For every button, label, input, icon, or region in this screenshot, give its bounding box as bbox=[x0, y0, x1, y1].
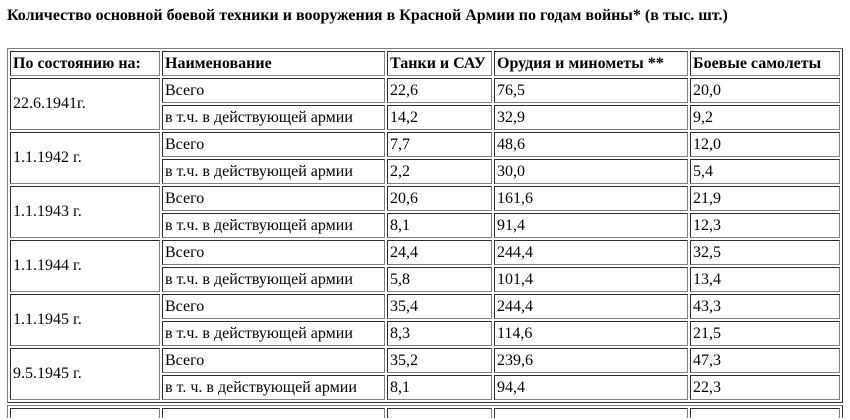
tanks-value-cell: 8,1 bbox=[387, 213, 492, 238]
date-cell: 9.5.1945 г. bbox=[10, 348, 160, 400]
page-title: Количество основной боевой техники и воо… bbox=[7, 7, 728, 24]
guns-value-cell: 114,6 bbox=[494, 321, 688, 346]
date-cell: 1.1.1942 г. bbox=[10, 132, 160, 184]
aircraft-value-cell: 32,5 bbox=[690, 240, 840, 265]
row-label-cell: Всего bbox=[162, 78, 385, 103]
header-cell-tanks: Танки и САУ bbox=[387, 51, 492, 76]
table-row: в т.ч. в действующей армии 8,3 114,6 21,… bbox=[10, 321, 840, 346]
aircraft-value-cell: 9,2 bbox=[690, 105, 840, 130]
tanks-value-cell: 22,6 bbox=[387, 78, 492, 103]
table-row: в т.ч. в действующей армии 8,1 91,4 12,3 bbox=[10, 213, 840, 238]
tanks-value-cell: 20,6 bbox=[387, 186, 492, 211]
guns-value-cell: 76,5 bbox=[494, 78, 688, 103]
date-cell: 1.1.1944 г. bbox=[10, 240, 160, 292]
guns-value-cell: 244,4 bbox=[494, 240, 688, 265]
tanks-value-cell: 2,2 bbox=[387, 159, 492, 184]
table-row: 1.1.1943 г. Всего 20,6 161,6 21,9 bbox=[10, 186, 840, 238]
aircraft-value-cell: 13,4 bbox=[690, 267, 840, 292]
aircraft-value-cell: 22,3 bbox=[690, 375, 840, 400]
row-label-cell: Всего bbox=[162, 348, 385, 373]
tanks-value-cell: 24,4 bbox=[387, 240, 492, 265]
aircraft-value-cell: 21,5 bbox=[690, 321, 840, 346]
header-cell-date: По состоянию на: bbox=[10, 51, 160, 76]
table-row: 1.1.1945 г. Всего 35,4 244,4 43,3 bbox=[10, 294, 840, 346]
guns-value-cell: 239,6 bbox=[494, 348, 688, 373]
header-cell-name: Наименование bbox=[162, 51, 385, 76]
guns-value-cell: 32,9 bbox=[494, 105, 688, 130]
header-row: По состоянию на: Наименование Танки и СА… bbox=[10, 51, 840, 76]
date-cell: 1.1.1945 г. bbox=[10, 294, 160, 346]
guns-value-cell: 30,0 bbox=[494, 159, 688, 184]
guns-value-cell: 94,4 bbox=[494, 375, 688, 400]
guns-value-cell: 91,4 bbox=[494, 213, 688, 238]
row-label-cell: в т.ч. в действующей армии bbox=[162, 321, 385, 346]
cutoff-next-table bbox=[7, 405, 850, 418]
table-row: 1.1.1944 г. Всего 24,4 244,4 32,5 bbox=[10, 240, 840, 292]
row-label-cell: в т.ч. в действующей армии bbox=[162, 159, 385, 184]
aircraft-value-cell: 5,4 bbox=[690, 159, 840, 184]
table-row: в т.ч. в действующей армии 5,8 101,4 13,… bbox=[10, 267, 840, 292]
aircraft-value-cell: 12,0 bbox=[690, 132, 840, 157]
aircraft-value-cell: 21,9 bbox=[690, 186, 840, 211]
tanks-value-cell: 7,7 bbox=[387, 132, 492, 157]
tanks-value-cell: 35,4 bbox=[387, 294, 492, 319]
header-cell-aircraft: Боевые самолеты bbox=[690, 51, 840, 76]
tanks-value-cell: 5,8 bbox=[387, 267, 492, 292]
cutoff-next-table-border bbox=[7, 405, 843, 418]
row-label-cell: Всего bbox=[162, 294, 385, 319]
guns-value-cell: 101,4 bbox=[494, 267, 688, 292]
aircraft-value-cell: 20,0 bbox=[690, 78, 840, 103]
row-label-cell: Всего bbox=[162, 240, 385, 265]
equipment-table: По состоянию на: Наименование Танки и СА… bbox=[7, 48, 843, 403]
date-cell: 1.1.1943 г. bbox=[10, 186, 160, 238]
table-row: в т.ч. в действующей армии 14,2 32,9 9,2 bbox=[10, 105, 840, 130]
guns-value-cell: 161,6 bbox=[494, 186, 688, 211]
aircraft-value-cell: 43,3 bbox=[690, 294, 840, 319]
row-label-cell: в т.ч. в действующей армии bbox=[162, 213, 385, 238]
table-row bbox=[10, 408, 840, 418]
date-cell: 22.6.1941г. bbox=[10, 78, 160, 130]
row-label-cell: в т.ч. в действующей армии bbox=[162, 105, 385, 130]
table-row: в т.ч. в действующей армии 2,2 30,0 5,4 bbox=[10, 159, 840, 184]
tanks-value-cell: 8,1 bbox=[387, 375, 492, 400]
aircraft-value-cell: 12,3 bbox=[690, 213, 840, 238]
table-row: в т. ч. в действующей армии 8,1 94,4 22,… bbox=[10, 375, 840, 400]
tanks-value-cell: 14,2 bbox=[387, 105, 492, 130]
tanks-value-cell: 8,3 bbox=[387, 321, 492, 346]
table-row: 1.1.1942 г. Всего 7,7 48,6 12,0 bbox=[10, 132, 840, 184]
row-label-cell: Всего bbox=[162, 186, 385, 211]
table-row: 22.6.1941г. Всего 22,6 76,5 20,0 bbox=[10, 78, 840, 130]
header-cell-guns: Орудия и минометы ** bbox=[494, 51, 688, 76]
aircraft-value-cell: 47,3 bbox=[690, 348, 840, 373]
row-label-cell: в т. ч. в действующей армии bbox=[162, 375, 385, 400]
guns-value-cell: 244,4 bbox=[494, 294, 688, 319]
tanks-value-cell: 35,2 bbox=[387, 348, 492, 373]
row-label-cell: в т.ч. в действующей армии bbox=[162, 267, 385, 292]
table-row: 9.5.1945 г. Всего 35,2 239,6 47,3 bbox=[10, 348, 840, 400]
guns-value-cell: 48,6 bbox=[494, 132, 688, 157]
row-label-cell: Всего bbox=[162, 132, 385, 157]
